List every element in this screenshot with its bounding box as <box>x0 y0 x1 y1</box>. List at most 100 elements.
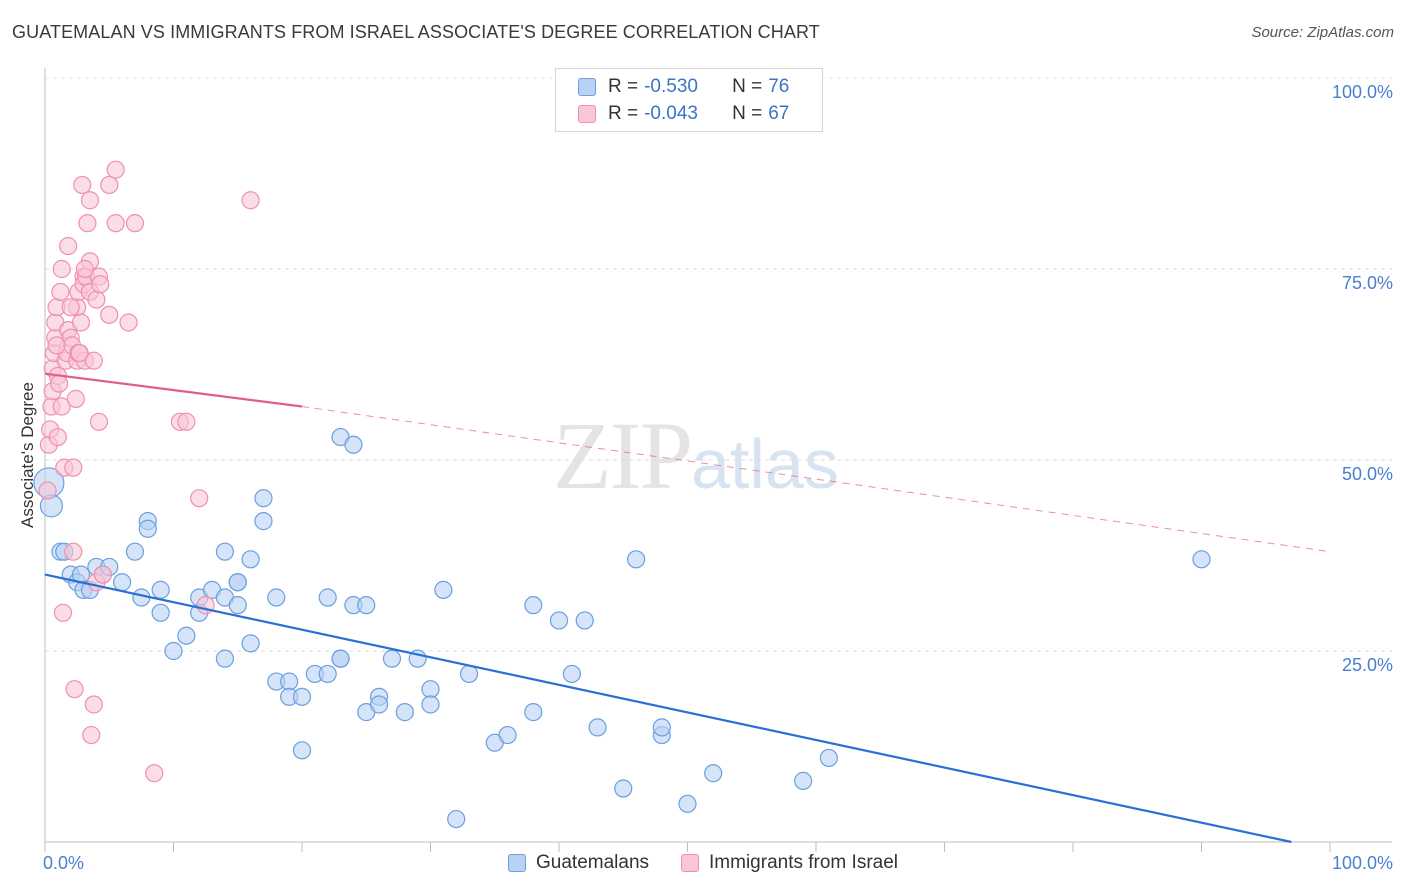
data-point <box>59 236 78 256</box>
legend-row-guatemalans: R = -0.530 N = 76 <box>578 75 789 99</box>
data-point <box>434 580 453 599</box>
data-point <box>678 794 697 813</box>
watermark: ZIPatlas <box>553 400 839 511</box>
data-point <box>575 611 594 630</box>
legend-n-value: 76 <box>768 76 790 97</box>
y-tick-label: 75.0% <box>1342 273 1393 293</box>
data-point <box>51 282 70 302</box>
legend-r-label: R = <box>608 76 639 97</box>
legend-label-israel: Immigrants from Israel <box>709 852 898 873</box>
trend-line <box>44 372 303 408</box>
legend-n-value: 67 <box>768 103 790 124</box>
source-label: Source: ZipAtlas.com <box>1251 24 1394 41</box>
data-point <box>292 687 312 706</box>
data-point <box>78 214 97 233</box>
legend-item-guatemalans: Guatemalans <box>508 852 649 874</box>
legend-swatch-guatemalans <box>578 78 596 96</box>
data-point <box>52 397 71 416</box>
data-point <box>48 427 67 447</box>
correlation-legend: R = -0.530 N = 76 R = -0.043 N = 67 <box>555 68 823 132</box>
data-point <box>75 259 94 279</box>
data-point <box>47 336 66 355</box>
data-point <box>344 435 363 454</box>
data-point <box>89 412 109 431</box>
data-point <box>254 512 273 531</box>
legend-item-israel: Immigrants from Israel <box>681 852 898 874</box>
data-point <box>93 565 112 584</box>
legend-swatch-israel <box>681 854 700 872</box>
x-tick-label: 100.0% <box>1332 853 1393 873</box>
data-point <box>228 573 247 592</box>
legend-r-value: -0.530 <box>644 76 698 97</box>
data-point <box>254 489 273 508</box>
data-point <box>704 764 723 783</box>
data-point <box>524 703 543 722</box>
legend-label-guatemalans: Guatemalans <box>536 852 650 873</box>
data-point <box>106 160 125 179</box>
data-point <box>50 374 69 393</box>
x-tick-label: 0.0% <box>43 853 84 873</box>
data-point <box>190 489 209 508</box>
data-point <box>84 351 103 370</box>
data-point <box>112 573 132 592</box>
watermark-zip: ZIP <box>553 402 693 509</box>
legend-r-value: -0.043 <box>644 103 698 124</box>
data-point <box>177 626 196 645</box>
data-point <box>331 649 350 668</box>
data-point <box>498 725 517 745</box>
data-point <box>215 542 234 561</box>
data-point <box>119 313 138 332</box>
data-point <box>164 641 183 661</box>
data-point <box>125 214 145 233</box>
data-point <box>241 634 260 653</box>
legend-swatch-israel <box>578 105 596 123</box>
data-point <box>91 275 110 294</box>
data-point <box>87 290 106 309</box>
data-point <box>80 191 100 210</box>
data-point <box>100 175 119 195</box>
legend-row-israel: R = -0.043 N = 67 <box>578 102 789 126</box>
data-point <box>138 519 157 538</box>
data-point <box>145 764 164 783</box>
data-point <box>267 588 286 607</box>
data-point <box>64 542 83 561</box>
data-point <box>100 305 119 324</box>
data-point <box>395 703 414 722</box>
y-tick-label: 25.0% <box>1342 655 1393 675</box>
chart-title: GUATEMALAN VS IMMIGRANTS FROM ISRAEL ASS… <box>12 22 820 42</box>
data-point <box>71 313 91 332</box>
watermark-atlas: atlas <box>691 425 839 503</box>
data-point <box>61 298 80 317</box>
data-point <box>794 771 813 790</box>
data-point <box>292 741 312 760</box>
data-point <box>562 664 581 684</box>
data-point <box>73 175 92 195</box>
data-point <box>106 214 125 233</box>
data-point <box>382 649 402 668</box>
data-point <box>652 718 671 737</box>
data-point <box>421 695 440 714</box>
legend-n-label: N = <box>732 76 763 97</box>
y-axis-label: Associate's Degree <box>18 382 37 528</box>
trend-line <box>301 406 1331 553</box>
data-point <box>66 389 85 408</box>
legend-r-label: R = <box>608 103 639 124</box>
data-point <box>280 672 299 691</box>
data-point <box>52 259 71 279</box>
data-point <box>524 596 543 615</box>
data-point <box>421 680 440 699</box>
data-point <box>215 649 234 668</box>
data-point <box>53 603 73 622</box>
legend-swatch-guatemalans <box>508 854 526 872</box>
data-point <box>447 809 466 829</box>
data-point <box>38 481 57 500</box>
data-point <box>151 580 170 599</box>
data-point <box>626 550 646 569</box>
data-point <box>357 596 376 615</box>
data-point <box>241 550 260 569</box>
data-point <box>228 596 247 615</box>
data-point <box>65 680 84 699</box>
data-point <box>84 695 103 714</box>
data-point <box>241 191 260 210</box>
